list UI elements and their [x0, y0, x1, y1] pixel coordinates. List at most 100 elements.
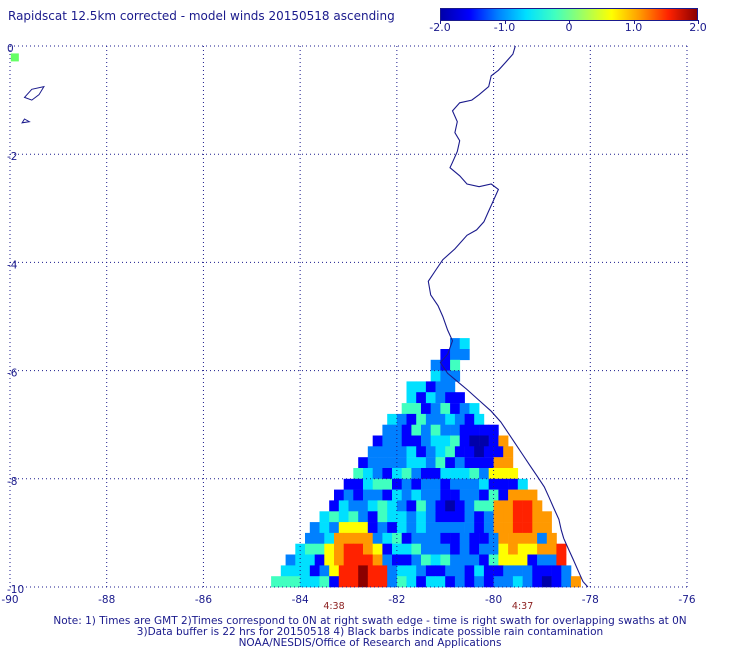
swath-cell	[435, 381, 446, 393]
swath-cell	[280, 565, 291, 577]
swath-cell	[430, 554, 441, 566]
swath-cell	[421, 468, 431, 480]
swath-cell	[421, 435, 431, 447]
x-tick-label: -88	[98, 594, 115, 606]
swath-cell	[411, 403, 422, 415]
swath-cell	[474, 522, 485, 534]
note-line-2: 3)Data buffer is 22 hrs for 20150518 4) …	[136, 626, 604, 638]
swath-cell	[348, 511, 359, 523]
swath-cell	[556, 543, 567, 555]
colorbar-tick-mark	[504, 20, 506, 24]
swath-cell	[464, 511, 475, 523]
swath-cell	[479, 554, 490, 566]
swath-cell	[464, 565, 475, 577]
swath-cell	[503, 446, 514, 458]
swath-cells	[271, 338, 581, 588]
swath-cell	[532, 565, 543, 577]
swath-cell	[430, 424, 441, 436]
swath-cell	[459, 554, 470, 566]
swath-cell	[314, 532, 325, 544]
swath-cell	[343, 554, 354, 566]
swath-cell	[367, 511, 378, 523]
swath-cell	[483, 457, 494, 469]
swath-cell	[493, 576, 504, 588]
swath-cell	[517, 532, 528, 544]
swath-cell	[416, 446, 427, 458]
swath-time-label: 4:37	[512, 601, 533, 612]
swath-cell	[488, 489, 499, 501]
swath-cell	[309, 522, 320, 534]
swath-cell	[493, 457, 504, 469]
swath-cell	[498, 435, 509, 447]
swath-cell	[508, 478, 519, 490]
swath-cell	[401, 403, 412, 415]
swath-cell	[493, 522, 504, 534]
swath-cell	[469, 403, 480, 415]
swath-cell	[430, 543, 441, 555]
swath-cell	[295, 543, 306, 555]
swath-cell	[570, 576, 581, 588]
swath-cell	[401, 532, 412, 544]
swath-cell	[377, 565, 388, 577]
swath-cell	[561, 565, 572, 577]
colorbar-tick-label: -1.0	[493, 21, 516, 34]
swath-cell	[421, 543, 431, 555]
swath-cell	[411, 554, 422, 566]
grid-lines	[9, 45, 688, 588]
swath-cell	[367, 576, 378, 588]
colorbar-tick-label: 0	[565, 21, 573, 34]
swath-cell	[425, 500, 436, 512]
swath-cell	[479, 489, 490, 501]
swath-cell	[459, 478, 470, 490]
x-tick-label: -80	[485, 594, 502, 606]
swath-cell	[421, 478, 431, 490]
swath-cell	[450, 370, 461, 382]
swath-cell	[435, 576, 446, 588]
swath-cell	[372, 554, 383, 566]
swath-cell	[508, 468, 519, 480]
swath-cell	[406, 457, 417, 469]
colorbar-tick-label: -2.0	[429, 21, 451, 34]
swath-cell	[416, 457, 427, 469]
swath-cell	[522, 576, 533, 588]
swath-cell	[493, 500, 504, 512]
y-tick-label: 0	[7, 43, 14, 55]
swath-cell	[401, 543, 412, 555]
y-tick-label: -6	[7, 368, 18, 380]
swath-cell	[464, 457, 475, 469]
swath-cell	[406, 500, 417, 512]
swath-cell	[508, 489, 519, 501]
swath-cell	[435, 457, 446, 469]
swath-cell	[338, 576, 349, 588]
swath-cell	[493, 565, 504, 577]
swath-cell	[498, 543, 509, 555]
swath-cell	[430, 489, 441, 501]
swath-cell	[392, 489, 402, 501]
swath-cell	[459, 468, 470, 480]
swath-cell	[454, 413, 465, 425]
swath-cell	[406, 413, 417, 425]
swath-cell	[406, 576, 417, 588]
swath-cell	[416, 576, 427, 588]
swath-cell	[421, 424, 431, 436]
swath-cell	[314, 543, 325, 555]
swath-cell	[459, 489, 470, 501]
swath-cell	[450, 554, 461, 566]
swath-cell	[445, 565, 456, 577]
swath-cell	[474, 446, 485, 458]
swath-cell	[435, 392, 446, 404]
swath-cell	[372, 435, 383, 447]
swath-cell	[527, 543, 538, 555]
swath-cell	[541, 576, 552, 588]
swath-cell	[469, 424, 480, 436]
swath-cell	[271, 576, 282, 588]
swath-cell	[382, 478, 393, 490]
swath-cell	[469, 554, 480, 566]
swath-cell	[421, 532, 431, 544]
swath-cell	[440, 435, 451, 447]
swath-cell	[396, 565, 407, 577]
swath-cell	[396, 511, 407, 523]
swath-cell	[377, 500, 388, 512]
swath-cell	[459, 338, 470, 350]
swath-cell	[435, 522, 446, 534]
